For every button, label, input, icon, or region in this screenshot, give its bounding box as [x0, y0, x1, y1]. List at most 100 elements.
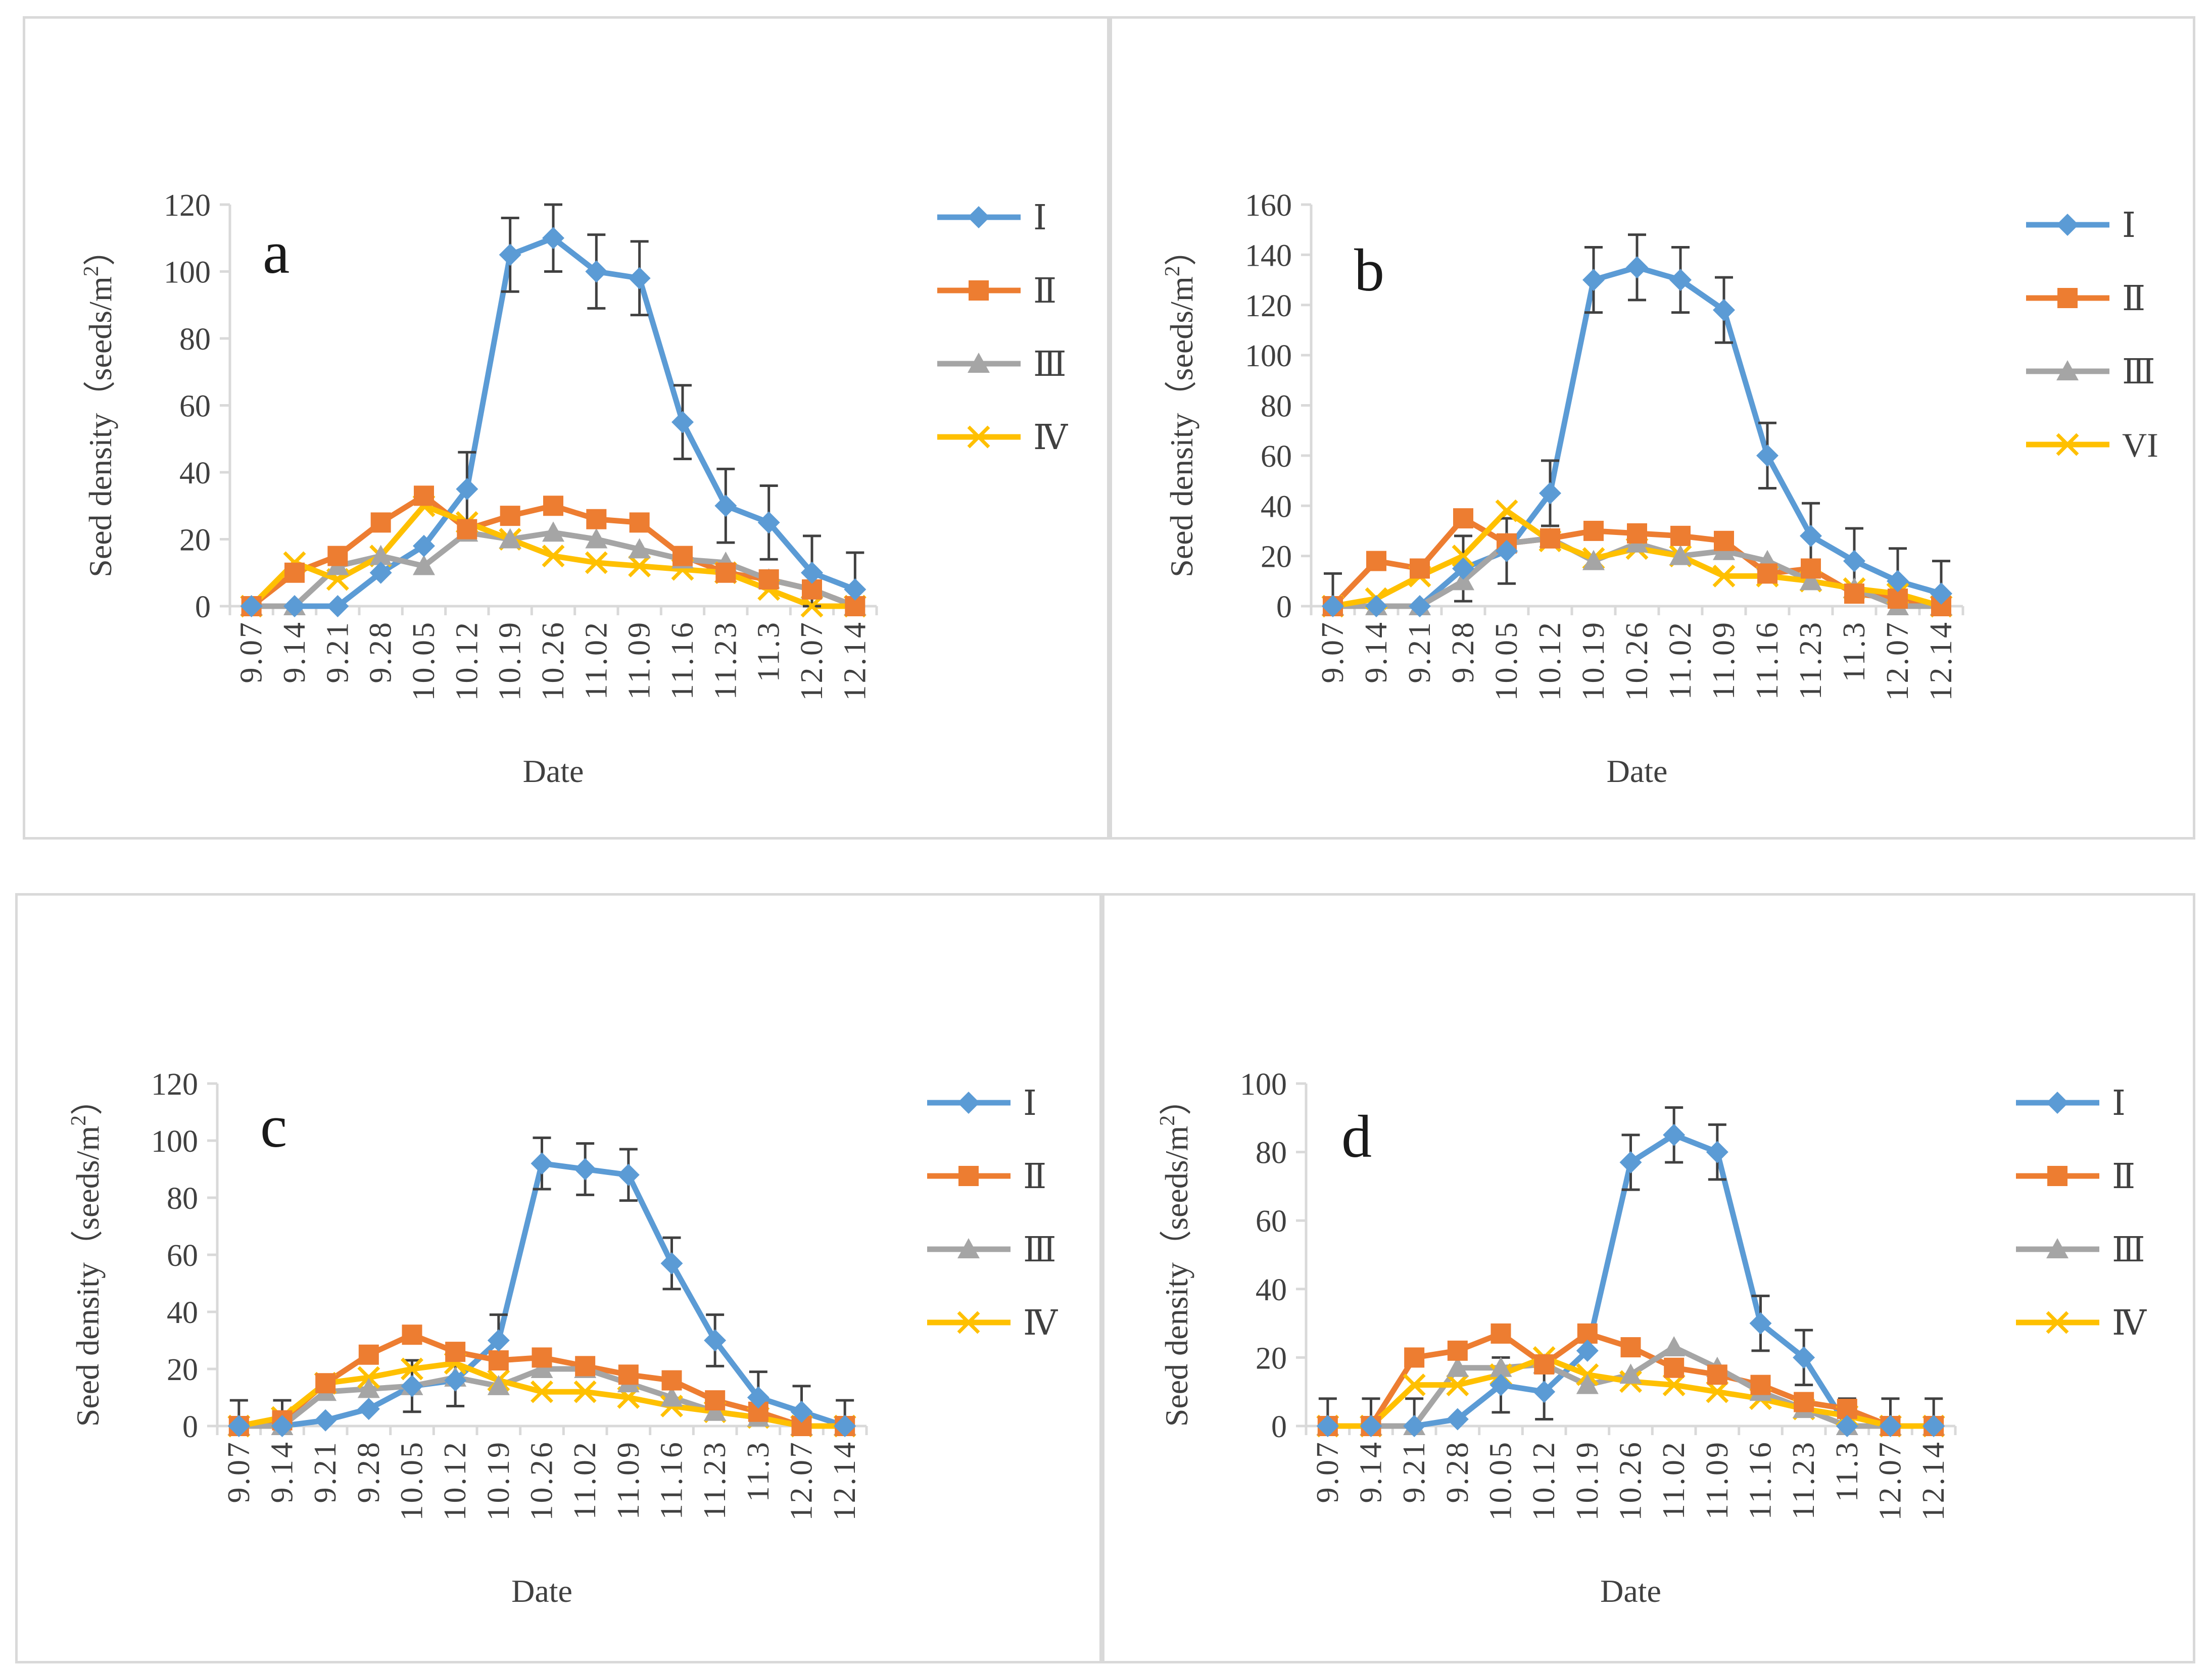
data-point [1800, 524, 1822, 547]
legend-label: Ⅲ [1023, 1231, 1056, 1269]
legend-item: VI [2026, 426, 2158, 464]
x-tick-label: 9.14 [1359, 620, 1393, 683]
data-point [531, 1152, 553, 1175]
legend-label: Ⅳ [2112, 1304, 2147, 1342]
data-point [1316, 1415, 1339, 1437]
x-tick-label: 10.19 [493, 620, 527, 701]
x-axis-title: Date [1607, 753, 1668, 789]
x-tick-label: 11.09 [611, 1440, 646, 1519]
legend-item: Ⅳ [2016, 1304, 2147, 1342]
data-point [758, 569, 779, 590]
panel-letter: b [1354, 236, 1384, 304]
legend-marker [968, 353, 990, 373]
data-point [1534, 1354, 1555, 1375]
data-point [314, 1409, 337, 1432]
data-point [488, 1350, 509, 1371]
data-point [401, 1357, 423, 1381]
data-point [531, 1358, 553, 1378]
data-point [1583, 520, 1604, 541]
x-tick-label: 9.21 [308, 1440, 343, 1503]
data-point [531, 1380, 553, 1403]
x-tick-label: 11.02 [1663, 620, 1698, 700]
legend-label: Ⅰ [1033, 199, 1047, 237]
data-point [1706, 1380, 1729, 1403]
data-point [629, 512, 650, 533]
data-point [1495, 499, 1518, 522]
x-tick-label: 12.07 [795, 620, 829, 701]
data-point [1844, 583, 1864, 604]
data-point [1627, 523, 1647, 544]
y-tick-label: 0 [1271, 1410, 1287, 1444]
legend-marker [957, 1092, 980, 1114]
y-tick-label: 120 [1245, 289, 1292, 323]
data-point [542, 545, 565, 568]
data-point [1756, 444, 1778, 467]
data-point [714, 495, 737, 517]
data-point [358, 1344, 379, 1365]
data-point [1887, 570, 1909, 593]
x-tick-label: 11.23 [1794, 620, 1828, 700]
data-point [369, 561, 392, 584]
data-point [487, 1375, 510, 1395]
data-point [1670, 525, 1691, 546]
data-point [1930, 582, 1952, 605]
data-point [283, 595, 306, 617]
x-tick-label: 12.07 [1881, 620, 1915, 701]
data-point [227, 1415, 250, 1437]
chart-panel-d [1102, 893, 2195, 1663]
y-tick-label: 140 [1245, 238, 1292, 273]
x-tick-label: 9.07 [1316, 620, 1350, 683]
x-tick-label: 11.09 [622, 620, 657, 700]
data-point [499, 243, 521, 266]
data-point [532, 1347, 552, 1368]
data-point [1714, 530, 1734, 551]
x-tick-label: 9.28 [1446, 620, 1480, 683]
x-tick-label: 11.09 [1700, 1440, 1735, 1519]
data-point [1403, 1373, 1426, 1397]
y-tick-label: 40 [1261, 489, 1292, 524]
panel-letter: a [263, 219, 290, 286]
x-tick-label: 10.19 [482, 1440, 516, 1521]
legend-marker [967, 425, 990, 449]
legend-marker [2047, 1166, 2067, 1186]
x-tick-label: 11.02 [579, 620, 613, 700]
data-point [1365, 595, 1387, 617]
x-tick-label: 10.05 [1489, 620, 1524, 701]
data-point [271, 1415, 294, 1437]
data-point [1582, 550, 1605, 570]
data-point [1404, 1347, 1425, 1368]
legend-marker [2056, 360, 2079, 380]
x-tick-label: 12.14 [838, 620, 872, 701]
y-axis-title: Seed density（seeds/m2） [1156, 1083, 1194, 1427]
data-point [1662, 1373, 1686, 1397]
data-point [542, 521, 564, 542]
data-point [1800, 570, 1822, 591]
legend-item: Ⅲ [937, 345, 1067, 383]
data-point [1360, 1415, 1382, 1437]
data-point [628, 555, 651, 577]
x-tick-label: 11.3 [1837, 620, 1871, 682]
y-tick-label: 20 [179, 523, 211, 558]
legend-item: Ⅲ [2026, 353, 2155, 391]
data-point [705, 1390, 726, 1411]
data-point [284, 562, 305, 583]
x-tick-label: 9.07 [1311, 1440, 1345, 1503]
data-point [1533, 1381, 1556, 1403]
data-point [357, 1366, 380, 1389]
data-point [240, 595, 263, 617]
x-tick-label: 9.07 [234, 620, 269, 683]
data-point [628, 267, 651, 289]
legend-marker [2046, 1311, 2069, 1334]
y-tick-label: 120 [151, 1067, 198, 1102]
x-tick-label: 11.3 [1830, 1440, 1864, 1502]
legend-marker [2056, 433, 2079, 456]
data-point [1576, 1373, 1599, 1394]
x-tick-label: 9.07 [222, 1440, 256, 1503]
data-point [671, 411, 694, 433]
data-point [445, 1342, 466, 1362]
x-tick-label: 10.26 [1614, 1440, 1648, 1521]
x-tick-label: 12.14 [1924, 620, 1958, 701]
y-tick-label: 100 [1245, 339, 1292, 373]
data-point [543, 496, 563, 516]
